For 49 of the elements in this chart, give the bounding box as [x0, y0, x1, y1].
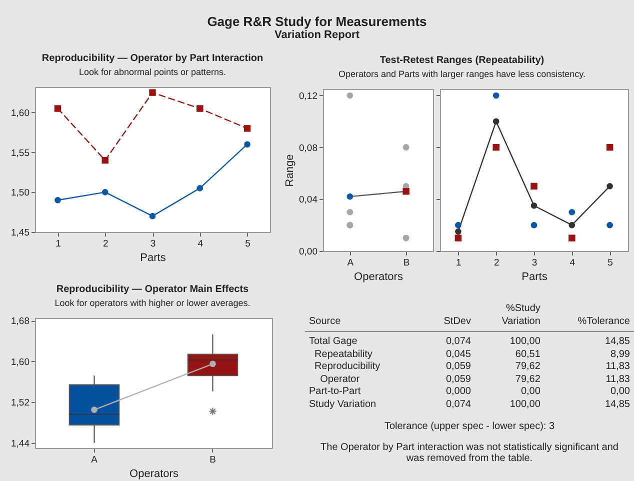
x-tick-label: 2	[494, 258, 500, 268]
x-tick-label: 1	[56, 238, 61, 250]
y-tick-label: 1,44	[11, 438, 30, 450]
y-tick-label: 1,45	[11, 228, 30, 238]
x-tick-label: B	[210, 454, 216, 466]
text: Reproducibility 0,059 79,62 11,83	[314, 361, 630, 372]
x-tick-label: 5	[245, 238, 250, 250]
x-axis-title: Parts	[140, 252, 166, 264]
x-tick-label: 3	[150, 238, 156, 250]
x-tick-label: 3	[532, 258, 538, 268]
text: Gage R&R Study for Measurements	[206, 14, 428, 29]
y-tick-label: 0,12	[299, 90, 318, 102]
chart-title: Reproducibility — Operator by Part Interaction	[40, 53, 264, 64]
text: Test-Retest Ranges (Repeatability)	[378, 55, 546, 66]
y-tick-label: 1,55	[11, 148, 30, 159]
x-axis-title: Parts	[522, 271, 548, 283]
y-tick-label: 0,08	[299, 142, 318, 154]
x-tick-label: B	[403, 258, 410, 268]
chart-subtitle: Look for abnormal points or patterns.	[78, 67, 228, 77]
chart-subtitle: Look for operators with higher or lower averages.	[54, 298, 252, 308]
y-tick-label: 1,52	[11, 398, 30, 409]
y-tick-label: 1,50	[11, 188, 30, 199]
y-axis-title: Range	[284, 154, 296, 187]
text: Repeatability 0,045 60,51 8,99	[314, 348, 630, 360]
x-tick-label: 2	[102, 238, 108, 250]
x-tick-label: 5	[608, 258, 613, 268]
x-tick-label: A	[347, 258, 354, 268]
x-tick-label: 4	[570, 258, 576, 268]
text: Part-to-Part 0,000 0,00 0,00	[309, 386, 630, 397]
text: Tolerance (upper spec - lower spec): 3	[383, 421, 556, 432]
text: Operators and Parts with larger ranges have less consistency.	[338, 69, 586, 79]
text: Source StDev Variation %Tolerance	[309, 316, 630, 326]
text: Variation Report	[274, 29, 360, 41]
y-tick-label: 1,68	[11, 316, 30, 328]
chart-title: Reproducibility — Operator Main Effects	[55, 284, 250, 295]
text: %Study	[504, 303, 542, 316]
x-tick-label: A	[91, 454, 98, 466]
text: Operator 0,059 79,62 11,83	[320, 374, 630, 384]
text: Total Gage 0,074 100,00 14,85	[309, 336, 630, 347]
y-tick-label: 0,04	[299, 194, 318, 206]
x-axis-title: Operators	[354, 271, 404, 283]
x-tick-label: 1	[456, 258, 462, 268]
y-tick-label: 1,60	[11, 356, 30, 368]
x-axis-title: Operators	[130, 468, 179, 480]
text: The Operator by Part interaction was not statistically significant and was removed from the table.	[320, 442, 620, 464]
text: Study Variation 0,074 100,00 14,85	[309, 398, 630, 410]
y-tick-label: 0,00	[299, 246, 318, 258]
y-tick-label: 1,60	[11, 108, 30, 119]
x-tick-label: 4	[198, 238, 204, 250]
